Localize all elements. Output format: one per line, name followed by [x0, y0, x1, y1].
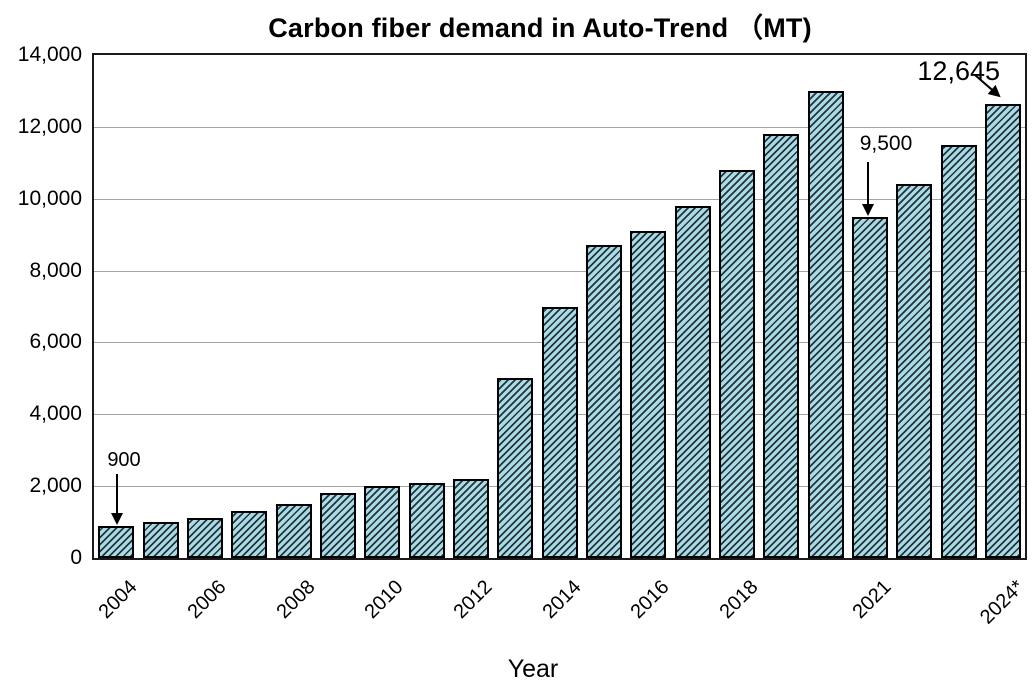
gridline-12000 [94, 126, 1025, 128]
bar-2012 [452, 478, 489, 558]
annotation-arrow-2004 [116, 474, 118, 513]
bar-2010 [364, 486, 401, 558]
y-tick-label-12000: 12,000 [17, 114, 82, 138]
x-axis-title: Year [507, 655, 559, 683]
bar-2011 [408, 482, 445, 558]
bar-2009 [319, 493, 356, 558]
y-tick-label-8000: 8,000 [29, 258, 82, 282]
bar-2021 [851, 216, 888, 558]
bar-2008 [275, 504, 312, 558]
y-tick-label-6000: 6,000 [29, 330, 82, 354]
x-tick-label-2021: 2021 [848, 576, 896, 624]
y-tick-label-0: 0 [70, 546, 82, 569]
bar-2014 [541, 306, 578, 558]
y-tick-label-2000: 2,000 [29, 474, 82, 498]
bar-2017 [674, 205, 711, 558]
annotation-label-2004: 900 [107, 449, 141, 471]
bar-2020 [807, 90, 844, 558]
plot-area [92, 53, 1027, 560]
gridline-10000 [94, 198, 1025, 200]
bar-2022 [896, 184, 933, 558]
bar-2004 [98, 525, 135, 558]
chart-title: Carbon fiber demand in Auto-Trend （MT) [268, 13, 812, 43]
bar-2019 [763, 134, 800, 558]
gridline-8000 [94, 270, 1025, 272]
annotation-arrowhead-2021 [861, 203, 874, 216]
bar-2018 [718, 169, 755, 558]
y-tick-label-14000: 14,000 [17, 43, 82, 66]
x-tick-label-2006: 2006 [183, 576, 231, 624]
y-tick-label-4000: 4,000 [29, 402, 82, 426]
x-tick-label-2008: 2008 [272, 576, 320, 624]
bar-2024 [984, 103, 1021, 558]
annotation-arrowhead-2004 [110, 512, 123, 525]
bar-2023 [940, 144, 977, 558]
annotation-label-2024: 12,645 [917, 56, 1000, 86]
x-tick-label-2010: 2010 [360, 576, 408, 624]
x-tick-label-2012: 2012 [449, 576, 497, 624]
bar-2007 [231, 511, 268, 558]
annotation-label-2021: 9,500 [859, 132, 913, 155]
bar-2005 [142, 522, 179, 558]
y-tick-label-10000: 10,000 [17, 186, 82, 210]
x-tick-label-2024: 2024* [975, 576, 1029, 629]
annotation-arrow-2021 [867, 162, 869, 204]
x-tick-label-2014: 2014 [538, 576, 586, 624]
bar-2006 [186, 518, 223, 558]
x-tick-label-2016: 2016 [626, 576, 674, 624]
bar-2013 [497, 378, 534, 558]
bar-2016 [630, 231, 667, 558]
x-tick-label-2018: 2018 [715, 576, 763, 624]
bar-2015 [585, 245, 622, 558]
x-tick-label-2004: 2004 [94, 576, 142, 624]
